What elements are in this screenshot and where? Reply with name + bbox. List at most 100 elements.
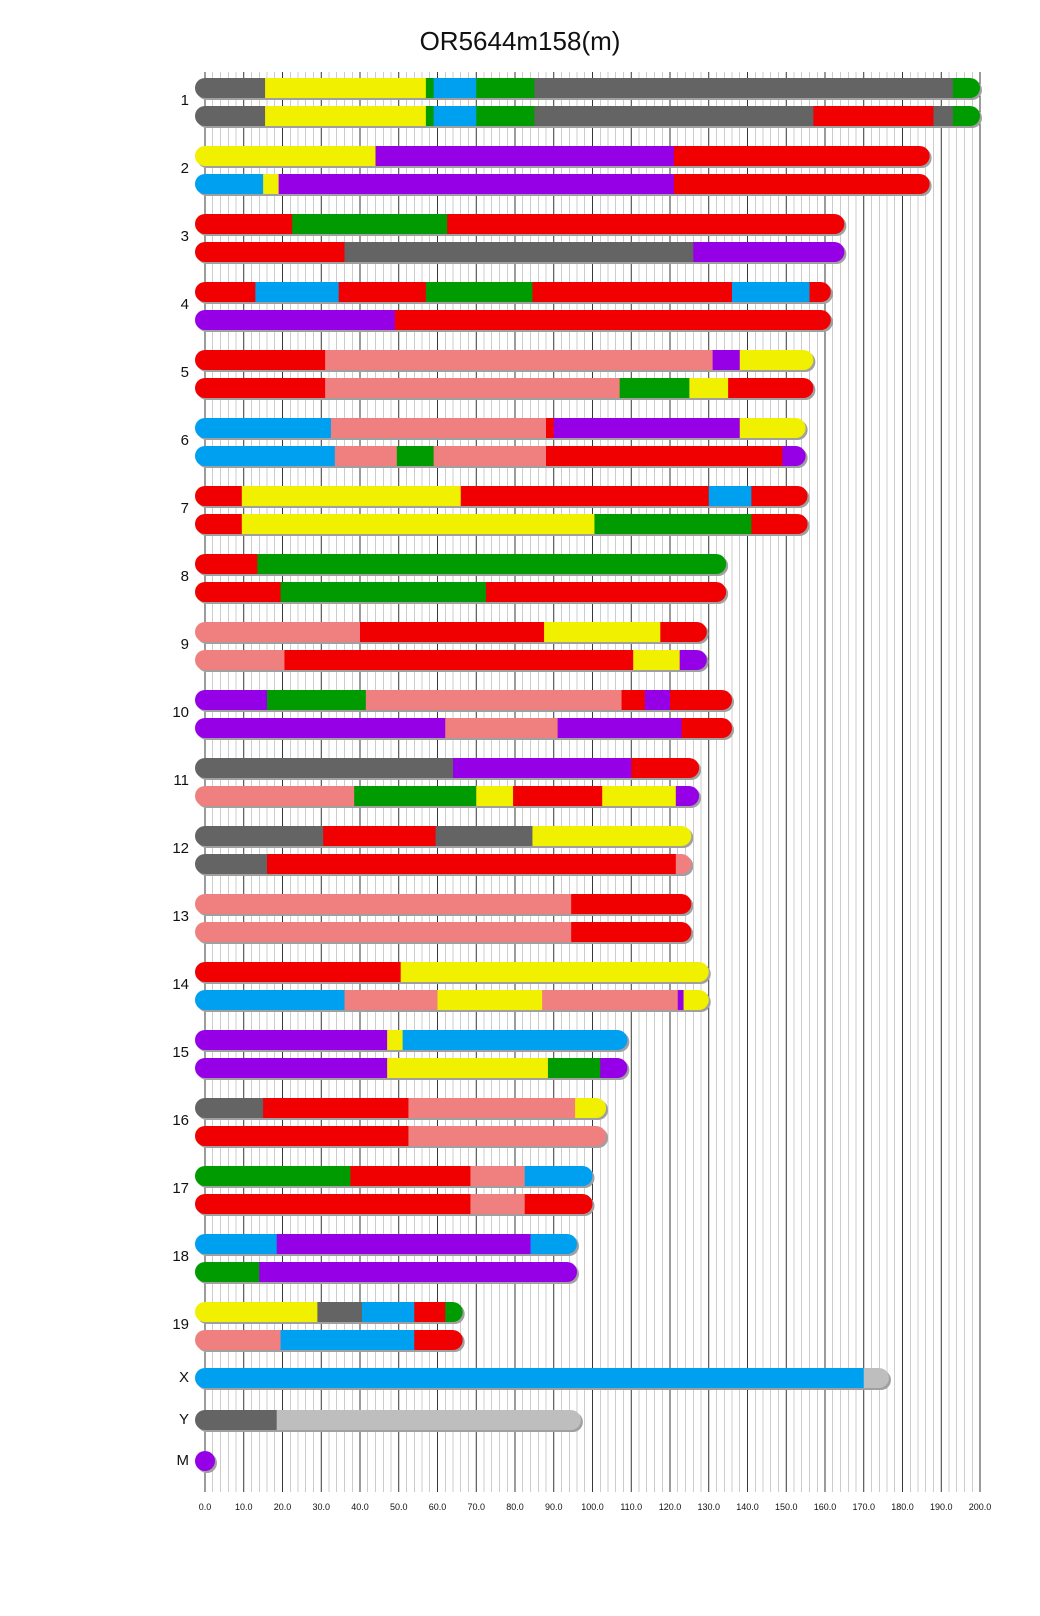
chromosome-label-5: 5 xyxy=(181,364,189,381)
chromosome-10-haplotype-2 xyxy=(195,718,734,740)
segment-green xyxy=(619,378,690,398)
segment-blue xyxy=(708,486,752,506)
chromosome-10-haplotype-1 xyxy=(195,690,734,712)
segment-salmon xyxy=(195,622,361,642)
segment-red xyxy=(195,554,258,574)
chromosome-label-18: 18 xyxy=(172,1248,189,1265)
segment-blue xyxy=(732,282,810,302)
segment-green xyxy=(195,1166,351,1186)
segment-gray xyxy=(933,106,954,126)
segment-red xyxy=(546,446,783,466)
segment-purple xyxy=(600,1058,628,1078)
segment-green xyxy=(292,214,448,234)
segment-salmon xyxy=(542,990,679,1010)
segment-yellow xyxy=(265,106,427,126)
segment-green xyxy=(257,554,727,574)
segment-green xyxy=(280,582,487,602)
chromosome-M-haplotype-1 xyxy=(195,1451,217,1473)
segment-salmon xyxy=(195,1330,282,1350)
segment-yellow xyxy=(263,174,280,194)
segment-red xyxy=(809,282,831,302)
chromosome-5-haplotype-2 xyxy=(195,378,816,400)
segment-red xyxy=(414,1302,446,1322)
chromosome-7-haplotype-2 xyxy=(195,514,810,536)
x-tick-label: 180.0 xyxy=(891,1502,914,1512)
segment-gray xyxy=(195,78,266,98)
segment-salmon xyxy=(344,990,438,1010)
segment-purple xyxy=(553,418,741,438)
segment-red xyxy=(350,1166,471,1186)
segment-gray xyxy=(195,826,324,846)
segment-green xyxy=(396,446,435,466)
x-tick-label: 110.0 xyxy=(620,1502,642,1512)
segment-salmon xyxy=(408,1098,576,1118)
chromosome-label-6: 6 xyxy=(181,432,189,449)
chromosome-16-haplotype-1 xyxy=(195,1098,609,1120)
chromosome-X-haplotype-1 xyxy=(195,1368,891,1390)
segment-gray xyxy=(195,854,268,874)
segment-yellow xyxy=(241,486,462,506)
segment-blue xyxy=(195,418,332,438)
segment-gray xyxy=(317,1302,363,1322)
segment-gray xyxy=(195,1098,264,1118)
chart-title: OR5644m158(m) xyxy=(419,26,621,56)
segment-gray xyxy=(195,1410,278,1430)
segment-blue xyxy=(530,1234,577,1254)
chromosome-label-M: M xyxy=(177,1452,190,1469)
segment-red xyxy=(195,1126,409,1146)
chromosome-13-haplotype-1 xyxy=(195,894,694,916)
segment-yellow xyxy=(689,378,729,398)
segment-red xyxy=(660,622,707,642)
segment-red xyxy=(394,310,831,330)
segment-red xyxy=(621,690,646,710)
chromosome-13-haplotype-2 xyxy=(195,922,694,944)
segment-yellow xyxy=(532,826,692,846)
segment-salmon xyxy=(195,922,572,942)
segment-yellow xyxy=(544,622,661,642)
segment-red xyxy=(532,282,733,302)
segment-red xyxy=(673,174,930,194)
segment-purple xyxy=(195,690,268,710)
segment-salmon xyxy=(334,446,398,466)
segment-green xyxy=(476,78,535,98)
segment-purple xyxy=(679,650,707,670)
segment-lightgray xyxy=(276,1410,581,1430)
segment-red xyxy=(546,418,555,438)
segment-yellow xyxy=(195,146,376,166)
x-tick-label: 140.0 xyxy=(736,1502,759,1512)
segment-salmon xyxy=(195,786,355,806)
segment-red xyxy=(813,106,934,126)
chromosome-6-haplotype-1 xyxy=(195,418,808,440)
segment-yellow xyxy=(400,962,709,982)
x-tick-label: 160.0 xyxy=(814,1502,837,1512)
x-tick-label: 30.0 xyxy=(312,1502,330,1512)
x-tick-label: 150.0 xyxy=(775,1502,798,1512)
segment-salmon xyxy=(470,1194,526,1214)
chromosome-Y-haplotype-1 xyxy=(195,1410,583,1432)
chromosome-label-3: 3 xyxy=(181,228,189,245)
segment-yellow xyxy=(387,1058,549,1078)
x-tick-label: 90.0 xyxy=(545,1502,563,1512)
segment-red xyxy=(751,514,808,534)
chromosome-label-19: 19 xyxy=(172,1316,189,1333)
segment-red xyxy=(284,650,634,670)
chromosome-label-15: 15 xyxy=(172,1044,189,1061)
segment-blue xyxy=(361,1302,415,1322)
chromosome-18-haplotype-2 xyxy=(195,1262,579,1284)
segment-red xyxy=(670,690,732,710)
segment-salmon xyxy=(445,718,559,738)
x-tick-label: 20.0 xyxy=(274,1502,292,1512)
chromosome-label-7: 7 xyxy=(181,500,189,517)
segment-red xyxy=(460,486,710,506)
chromosome-17-haplotype-1 xyxy=(195,1166,595,1188)
segment-blue xyxy=(524,1166,593,1186)
segment-purple xyxy=(677,990,685,1010)
chromosome-label-17: 17 xyxy=(172,1180,189,1197)
segment-gray xyxy=(195,106,266,126)
segment-green xyxy=(445,1302,463,1322)
segment-red xyxy=(360,622,545,642)
segment-purple xyxy=(644,690,671,710)
chromosome-2-haplotype-1 xyxy=(195,146,932,168)
segment-red xyxy=(681,718,732,738)
x-tick-label: 60.0 xyxy=(429,1502,447,1512)
